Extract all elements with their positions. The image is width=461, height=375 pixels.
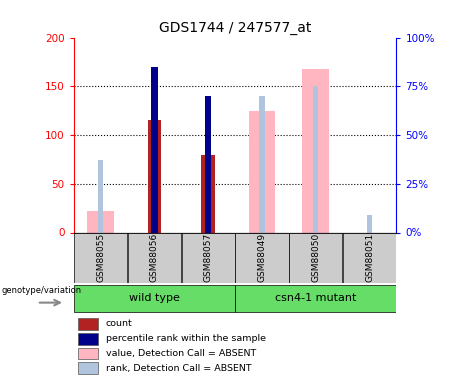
Text: rank, Detection Call = ABSENT: rank, Detection Call = ABSENT <box>106 363 252 372</box>
Text: count: count <box>106 320 133 328</box>
Text: GSM88056: GSM88056 <box>150 233 159 282</box>
Bar <box>77 348 98 359</box>
Bar <box>148 120 161 232</box>
Text: value, Detection Call = ABSENT: value, Detection Call = ABSENT <box>106 349 256 358</box>
Text: percentile rank within the sample: percentile rank within the sample <box>106 334 266 344</box>
Text: GSM88049: GSM88049 <box>258 233 266 282</box>
FancyBboxPatch shape <box>236 233 289 283</box>
Text: wild type: wild type <box>129 293 180 303</box>
Bar <box>313 86 319 232</box>
FancyBboxPatch shape <box>289 233 343 283</box>
Bar <box>367 215 372 232</box>
Bar <box>205 96 212 232</box>
Text: genotype/variation: genotype/variation <box>1 286 82 295</box>
Text: GSM88051: GSM88051 <box>365 233 374 282</box>
Bar <box>151 67 158 232</box>
Bar <box>77 318 98 330</box>
Bar <box>87 211 114 232</box>
Bar <box>302 69 329 232</box>
Bar <box>77 333 98 345</box>
FancyBboxPatch shape <box>74 285 235 312</box>
FancyBboxPatch shape <box>74 233 127 283</box>
FancyBboxPatch shape <box>343 233 396 283</box>
Bar <box>259 96 265 232</box>
Text: GSM88050: GSM88050 <box>311 233 320 282</box>
Title: GDS1744 / 247577_at: GDS1744 / 247577_at <box>159 21 311 35</box>
Text: GSM88055: GSM88055 <box>96 233 105 282</box>
FancyBboxPatch shape <box>128 233 181 283</box>
Text: csn4-1 mutant: csn4-1 mutant <box>275 293 356 303</box>
Bar <box>77 362 98 374</box>
Bar <box>98 160 103 232</box>
Bar <box>248 111 275 232</box>
FancyBboxPatch shape <box>182 233 235 283</box>
Bar <box>201 156 215 232</box>
Text: GSM88057: GSM88057 <box>204 233 213 282</box>
FancyBboxPatch shape <box>236 285 396 312</box>
